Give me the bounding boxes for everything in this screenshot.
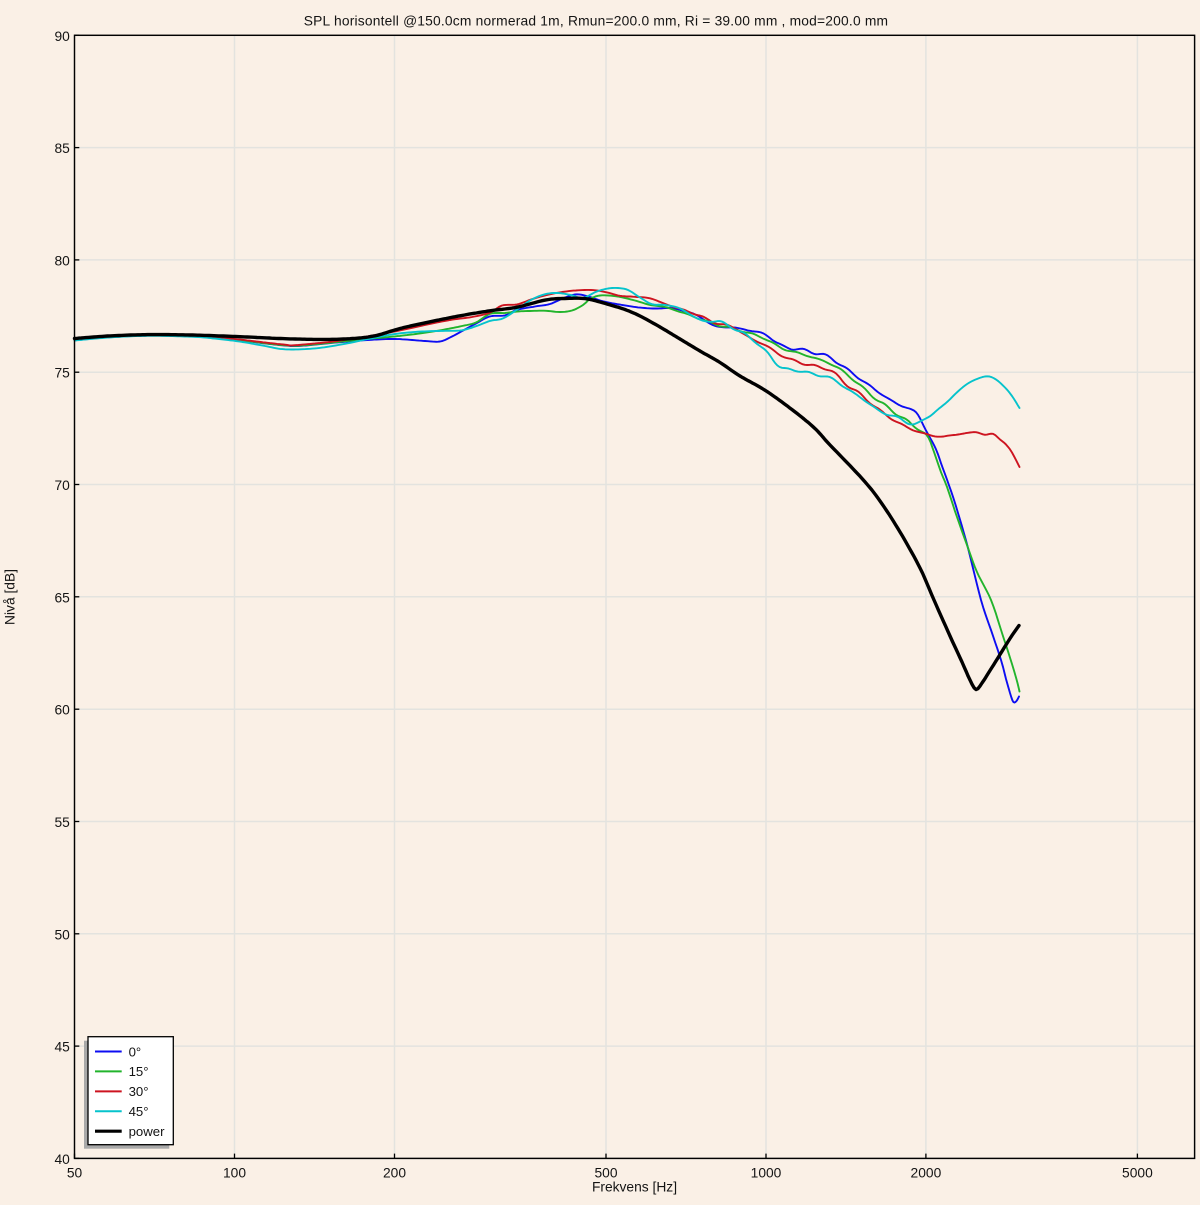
- svg-text:90: 90: [54, 29, 70, 44]
- svg-text:70: 70: [54, 478, 70, 493]
- svg-text:100: 100: [223, 1166, 246, 1181]
- svg-text:45°: 45°: [129, 1104, 149, 1119]
- svg-text:power: power: [129, 1124, 166, 1139]
- svg-text:0°: 0°: [129, 1044, 142, 1059]
- svg-text:50: 50: [54, 927, 70, 942]
- svg-text:85: 85: [54, 141, 70, 156]
- svg-text:30°: 30°: [129, 1084, 149, 1099]
- svg-text:1000: 1000: [751, 1166, 782, 1181]
- svg-text:40: 40: [54, 1152, 70, 1167]
- svg-text:60: 60: [54, 703, 70, 718]
- svg-text:200: 200: [383, 1166, 406, 1181]
- svg-text:55: 55: [54, 815, 70, 830]
- svg-text:5000: 5000: [1122, 1166, 1153, 1181]
- svg-text:Frekvens [Hz]: Frekvens [Hz]: [592, 1180, 677, 1195]
- svg-text:Nivå [dB]: Nivå [dB]: [3, 569, 18, 625]
- svg-text:50: 50: [67, 1166, 83, 1181]
- svg-text:2000: 2000: [911, 1166, 942, 1181]
- svg-text:80: 80: [54, 253, 70, 268]
- svg-text:65: 65: [54, 590, 70, 605]
- svg-text:SPL horisontell @150.0cm norme: SPL horisontell @150.0cm normerad 1m, Rm…: [304, 14, 889, 29]
- svg-text:15°: 15°: [129, 1064, 149, 1079]
- svg-text:45: 45: [54, 1040, 70, 1055]
- svg-text:75: 75: [54, 366, 70, 381]
- svg-text:500: 500: [594, 1166, 617, 1181]
